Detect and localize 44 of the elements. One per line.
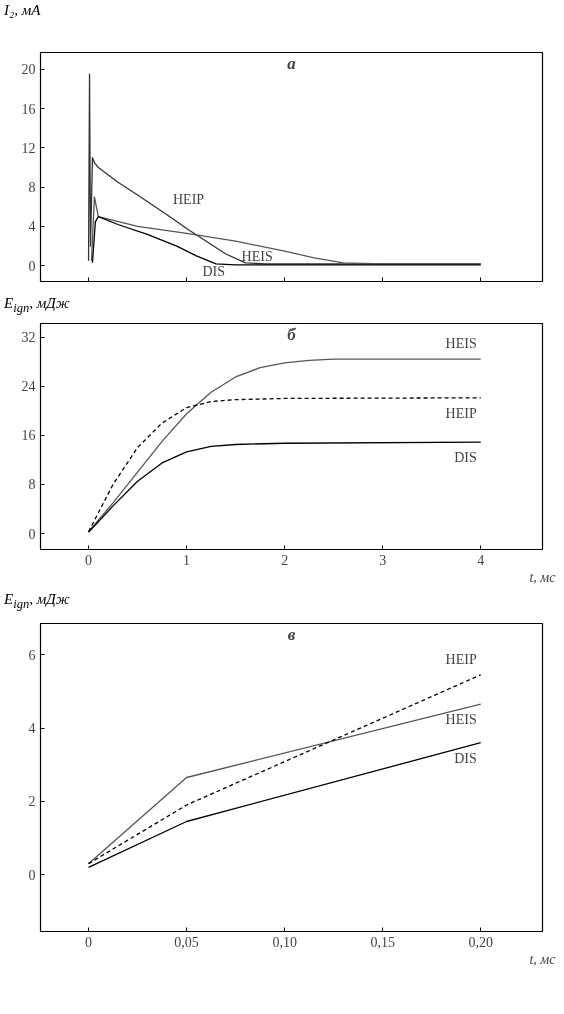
- x-tick-label: 4: [477, 552, 485, 568]
- y-tick-label: 6: [28, 647, 36, 663]
- y-tick-label: 16: [21, 101, 36, 117]
- series-label: DIS: [454, 750, 477, 766]
- x-tick-label: 1: [183, 552, 191, 568]
- y-tick-label: 2: [28, 794, 36, 810]
- chart-title: в: [287, 624, 296, 644]
- y-tick-label: 8: [28, 180, 36, 196]
- x-axis-title: t, мс: [529, 569, 557, 585]
- y-tick-label: 4: [28, 219, 36, 235]
- x-tick-label: 0,20: [468, 934, 493, 950]
- x-tick-label: 0,05: [174, 934, 199, 950]
- y-axis-title: I₂, мА: [4, 1, 41, 20]
- y-tick-label: 24: [21, 379, 36, 395]
- y-tick-label: 0: [28, 867, 36, 883]
- x-tick-label: 0: [85, 552, 93, 568]
- x-tick-label: 0,15: [370, 934, 395, 950]
- y-tick-label: 4: [28, 721, 36, 736]
- x-tick-label: 0: [85, 934, 93, 950]
- chart-title: а: [287, 53, 297, 73]
- y-tick-label: 0: [28, 526, 36, 542]
- chart-title: б: [287, 324, 298, 344]
- series-label: HEIS: [241, 249, 273, 265]
- y-tick-label: 8: [28, 477, 36, 493]
- series-label: DIS: [454, 450, 477, 466]
- x-tick-label: 2: [281, 552, 289, 568]
- y-tick-label: 0: [28, 258, 36, 274]
- y-tick-label: 16: [21, 428, 36, 444]
- y-tick-label: 32: [21, 330, 36, 346]
- line-series: [90, 196, 482, 265]
- y-tick-label: 12: [21, 140, 36, 156]
- y-axis-title: E$_{ign}$, мДж: [4, 590, 70, 613]
- x-axis-title: t, мс: [529, 951, 557, 967]
- line-series: [91, 215, 482, 266]
- legend-label: DIS: [202, 263, 225, 279]
- y-tick-label: 20: [21, 62, 36, 78]
- series-label: HEIS: [445, 336, 477, 352]
- x-tick-label: 0,10: [272, 934, 297, 950]
- series-label: HEIP: [445, 651, 477, 667]
- y-axis-title: E$_{ign}$, мДж: [4, 294, 70, 317]
- series-label: HEIS: [445, 712, 477, 728]
- series-label: HEIP: [172, 191, 205, 207]
- x-tick-label: 3: [379, 552, 387, 568]
- series-label: HEIP: [445, 405, 477, 421]
